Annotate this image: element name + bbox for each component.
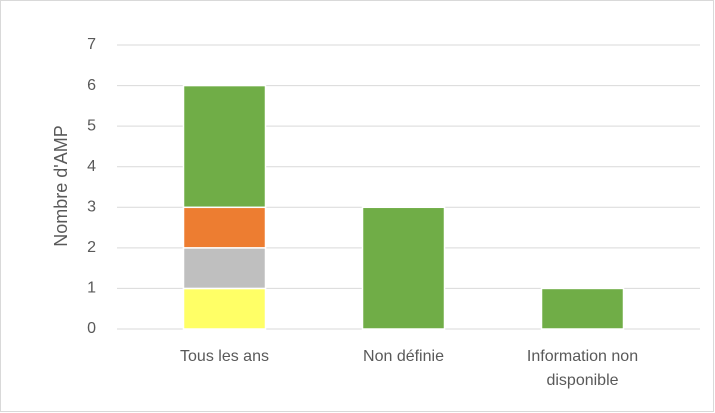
x-tick-label: Information non disponible	[526, 348, 639, 389]
y-tick-label: 4	[87, 158, 96, 175]
y-tick-label: 5	[87, 117, 96, 134]
y-tick-label: 7	[87, 36, 96, 53]
bar-segment	[361, 206, 446, 330]
y-axis-label: Nombre d'AMP	[51, 125, 71, 246]
y-tick-label: 0	[87, 320, 96, 337]
x-tick-label: Non définie	[363, 348, 444, 365]
bar-segment	[182, 247, 267, 290]
x-tick-label: Tous les ans	[180, 348, 269, 365]
y-tick-label: 2	[87, 239, 96, 256]
y-tick-label: 3	[87, 199, 96, 216]
bar-segment	[182, 84, 267, 209]
bar-segment	[182, 287, 267, 330]
bar-segment	[182, 206, 267, 249]
y-tick-label: 1	[87, 280, 96, 297]
bar-segment	[540, 287, 625, 330]
y-tick-label: 6	[87, 77, 96, 94]
